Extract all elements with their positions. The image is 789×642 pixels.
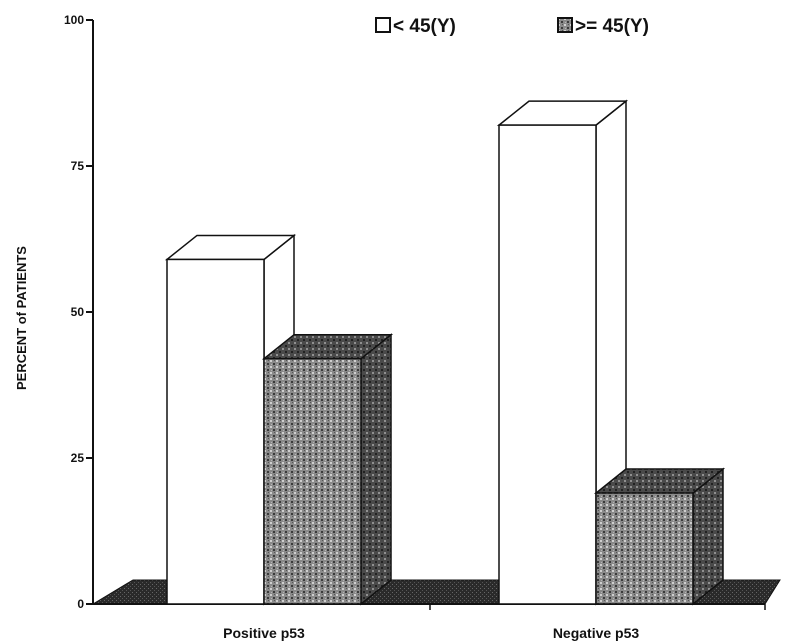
y-tick-label: 100 <box>64 13 84 27</box>
chart-bars <box>164 99 726 606</box>
legend-label-under-45: < 45(Y) <box>393 16 456 37</box>
bar-45-plus <box>593 467 726 606</box>
y-tick-label: 50 <box>71 305 85 319</box>
x-category-label: Positive p53 <box>223 625 305 641</box>
bar-under-45 <box>496 99 629 606</box>
y-tick-label: 75 <box>71 159 85 173</box>
y-tick-label: 25 <box>71 451 85 465</box>
x-category-label: Negative p53 <box>553 625 640 641</box>
bar-45-plus <box>261 333 394 606</box>
legend-swatch-under-45 <box>375 17 391 33</box>
legend-label-45-plus: >= 45(Y) <box>575 16 649 37</box>
bar-side-face <box>360 333 392 606</box>
bar-front-face <box>166 258 265 605</box>
bar-front-face <box>498 124 597 605</box>
bar-front-face <box>595 492 694 605</box>
bar-front-face <box>263 357 362 605</box>
legend-swatch-45-plus <box>557 17 573 33</box>
y-axis-title: PERCENT of PATIENTS <box>14 246 29 390</box>
y-tick-label: 0 <box>77 597 84 611</box>
legend: < 45(Y) >= 45(Y) <box>375 16 649 37</box>
